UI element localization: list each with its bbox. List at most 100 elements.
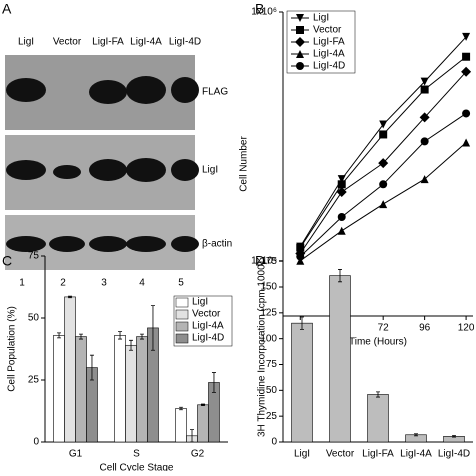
lane-label: LigI — [18, 37, 34, 48]
marker — [296, 252, 305, 261]
error-bar — [57, 332, 62, 339]
marker — [296, 50, 304, 58]
y-tick-label: 25 — [266, 411, 278, 422]
error-bar — [338, 269, 342, 283]
legend-label: Vector — [192, 309, 221, 320]
marker — [296, 14, 304, 22]
error-bar — [129, 339, 134, 351]
panel-label: A — [2, 1, 12, 17]
lane-number: 5 — [178, 278, 184, 289]
error-bar — [118, 331, 123, 340]
marker — [379, 120, 388, 129]
legend-label: LigI-4D — [192, 333, 224, 344]
x-tick-label: 120 — [458, 323, 475, 334]
x-tick-label: LigI-4D — [438, 449, 470, 460]
marker — [296, 62, 304, 70]
marker — [420, 137, 429, 146]
error-bar — [139, 333, 144, 340]
legend-box — [286, 10, 356, 74]
panel-label: B — [255, 1, 264, 17]
lane-label: Vector — [53, 37, 82, 48]
y-axis-label: 3H Thymidine Incorporation (cpm,1000) — [257, 261, 268, 437]
bar — [64, 296, 76, 443]
legend-label: LigI-4A — [313, 49, 345, 60]
bar — [175, 408, 187, 443]
y-axis-label: Cell Number — [239, 136, 250, 192]
error-bar — [150, 305, 155, 351]
y-axis-label: Cell Population (%) — [7, 306, 18, 392]
marker — [296, 26, 304, 34]
marker — [337, 226, 346, 235]
y-tick-label: 1x10⁵ — [251, 255, 277, 266]
y-tick-label: 50 — [266, 385, 278, 396]
bar — [53, 335, 65, 443]
row-label: β-actin — [202, 239, 232, 250]
bar — [367, 394, 389, 443]
legend-swatch — [175, 333, 189, 344]
x-axis-label: Time (Hours) — [349, 337, 407, 348]
legend-swatch — [175, 321, 189, 332]
marker — [378, 158, 389, 169]
marker — [420, 175, 429, 184]
x-tick-label: 96 — [419, 323, 431, 334]
y-tick-label: 0 — [271, 437, 277, 448]
y-tick-label: 150 — [260, 282, 277, 293]
bar — [329, 275, 351, 443]
marker — [379, 130, 388, 139]
bar — [114, 335, 126, 443]
error-bar — [211, 372, 216, 393]
legend-swatch — [175, 309, 189, 320]
legend-label: LigI — [313, 13, 329, 24]
lane-number: 2 — [60, 278, 66, 289]
x-tick-label: LigI — [294, 449, 310, 460]
bar — [125, 344, 137, 443]
legend-label: LigI — [192, 297, 208, 308]
x-tick-label: G1 — [69, 449, 83, 460]
marker — [462, 52, 471, 61]
error-bar — [78, 333, 83, 340]
x-tick-label: LigI-4A — [400, 449, 432, 460]
y-tick-label: 0 — [33, 437, 39, 448]
bar — [291, 322, 313, 443]
y-tick-label: 125 — [260, 307, 277, 318]
marker — [337, 212, 346, 221]
western-blot — [5, 55, 199, 270]
error-bar — [89, 354, 94, 381]
error-bar — [68, 295, 73, 299]
lane-label: LigI-4D — [169, 37, 201, 48]
legend-label: LigI-4A — [192, 321, 224, 332]
x-tick-label: Vector — [326, 449, 355, 460]
panel-label: C — [2, 253, 12, 269]
marker — [337, 180, 346, 189]
x-tick-label: LigI-FA — [362, 449, 394, 460]
row-label: LigI — [202, 165, 218, 176]
y-tick-label: 50 — [28, 313, 40, 324]
error-bar — [414, 433, 418, 437]
lane-number: 4 — [139, 278, 145, 289]
legend-label: Vector — [313, 25, 342, 36]
bar — [136, 336, 148, 443]
marker — [296, 243, 305, 252]
y-tick-label: 175 — [260, 256, 277, 267]
error-bar — [376, 391, 380, 398]
panel-label: D — [255, 253, 265, 269]
x-tick-label: 72 — [378, 323, 390, 334]
x-axis-label: Cell Cycle Stage — [100, 463, 174, 471]
legend-label: LigI-4D — [313, 61, 345, 72]
lane-label: LigI-4A — [130, 37, 162, 48]
x-tick-label: S — [133, 449, 140, 460]
lane-number: 1 — [19, 278, 25, 289]
marker — [462, 109, 471, 118]
error-bar — [300, 316, 304, 330]
error-bar — [452, 435, 456, 438]
marker — [462, 32, 471, 41]
marker — [420, 85, 429, 94]
lane-label: LigI-FA — [92, 37, 124, 48]
legend-swatch — [175, 297, 189, 308]
error-bar — [179, 406, 184, 411]
bands — [6, 76, 199, 252]
y-tick-label: 100 — [260, 333, 277, 344]
x-tick-label: G2 — [191, 449, 205, 460]
bar — [197, 404, 209, 443]
